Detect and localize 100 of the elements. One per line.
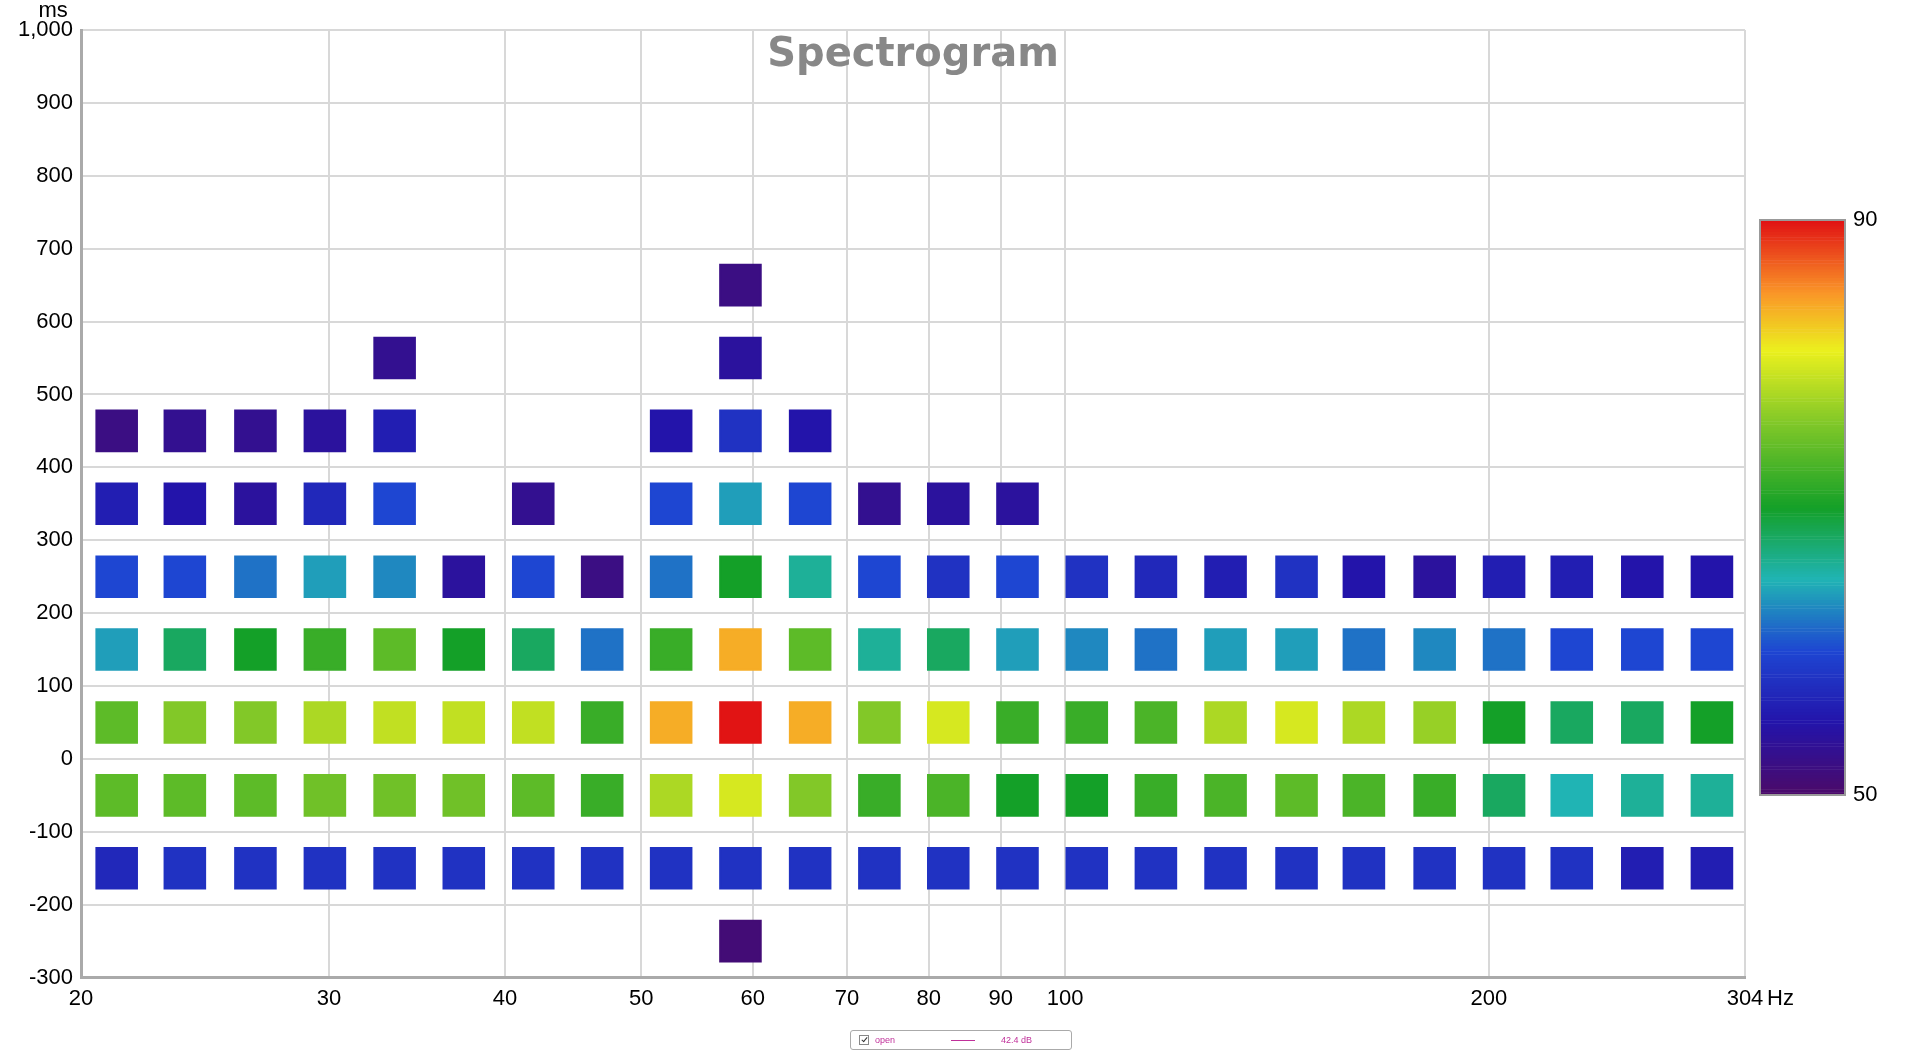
point (511, 628, 555, 671)
point (442, 701, 486, 744)
x-tick-label: 40 (492, 984, 518, 1010)
y-tick-label: 700 (36, 234, 74, 260)
point (234, 774, 277, 817)
point (580, 846, 624, 890)
point (1621, 774, 1664, 817)
x-tick-label: 200 (1470, 984, 1508, 1010)
point (163, 628, 207, 671)
y-tick-label: 500 (36, 380, 74, 406)
point (95, 774, 138, 817)
point (1550, 774, 1594, 817)
y-tick-label: 200 (36, 599, 74, 625)
point (580, 628, 624, 671)
point (926, 628, 970, 671)
x-tick-label: 100 (1046, 984, 1084, 1010)
y-tick-label: 900 (36, 88, 74, 114)
point (1482, 774, 1526, 817)
point (926, 774, 970, 817)
point (163, 846, 207, 890)
point (1690, 701, 1734, 744)
y-tick-label: 800 (36, 161, 74, 187)
point (1134, 628, 1178, 671)
point (926, 701, 970, 744)
point (1065, 701, 1109, 744)
point (1342, 628, 1386, 671)
point (511, 555, 555, 598)
text: open (875, 1035, 896, 1045)
point (1134, 701, 1178, 744)
point (719, 628, 762, 671)
point (1690, 846, 1734, 890)
point (996, 555, 1039, 598)
point (1690, 774, 1734, 817)
x-tick-label: 50 (629, 984, 654, 1010)
x-tick-label: 30 (316, 984, 342, 1010)
point (1065, 774, 1109, 817)
point (234, 846, 277, 890)
point (719, 701, 762, 744)
point (719, 774, 762, 817)
point (788, 555, 832, 598)
point (163, 774, 207, 817)
point (1275, 774, 1318, 817)
point (442, 628, 486, 671)
point (1134, 555, 1178, 598)
y-tick-label: 600 (36, 307, 74, 333)
point (649, 701, 693, 744)
chart-title: Spectrogram (767, 29, 1059, 76)
point (1275, 701, 1318, 744)
point (511, 701, 555, 744)
point (95, 482, 138, 526)
point (511, 774, 555, 817)
point (788, 701, 832, 744)
point (373, 409, 416, 453)
point (1204, 774, 1247, 817)
point (1275, 628, 1318, 671)
point (442, 846, 486, 890)
point (1204, 628, 1247, 671)
point (996, 846, 1039, 890)
color-bar-label: 90 (1853, 206, 1878, 232)
point (1342, 701, 1386, 744)
point (95, 628, 138, 671)
point (234, 628, 277, 671)
x-tick-label: 90 (988, 984, 1013, 1010)
point (580, 701, 624, 744)
point (996, 628, 1039, 671)
point (442, 774, 486, 817)
point (1482, 701, 1526, 744)
point (1482, 628, 1526, 671)
y-tick-label: 1,000 (17, 16, 74, 42)
point (649, 846, 693, 890)
point (1621, 701, 1664, 744)
y-tick-label: -200 (29, 890, 74, 916)
point (373, 846, 416, 890)
point (858, 701, 901, 744)
point (1550, 846, 1594, 890)
point (373, 701, 416, 744)
point (1342, 774, 1386, 817)
point (1275, 846, 1318, 890)
point (163, 701, 207, 744)
point (1134, 846, 1178, 890)
point (1550, 555, 1594, 598)
point (858, 628, 901, 671)
point (719, 846, 762, 890)
y-tick-label: 100 (36, 672, 74, 698)
point (858, 846, 901, 890)
point (303, 701, 347, 744)
point (1482, 846, 1526, 890)
point (788, 846, 832, 890)
x-tick-label: 304 (1726, 984, 1764, 1010)
point (95, 555, 138, 598)
point (1413, 846, 1456, 890)
y-tick-label: 300 (36, 526, 74, 552)
y-tick-label: 400 (36, 453, 74, 479)
point (1550, 701, 1594, 744)
point (303, 482, 347, 526)
x-tick-label: 70 (834, 984, 860, 1010)
point (1204, 555, 1247, 598)
x-tick-label: 60 (740, 984, 766, 1010)
color-bar-label: 50 (1853, 781, 1878, 807)
point (1621, 846, 1664, 890)
